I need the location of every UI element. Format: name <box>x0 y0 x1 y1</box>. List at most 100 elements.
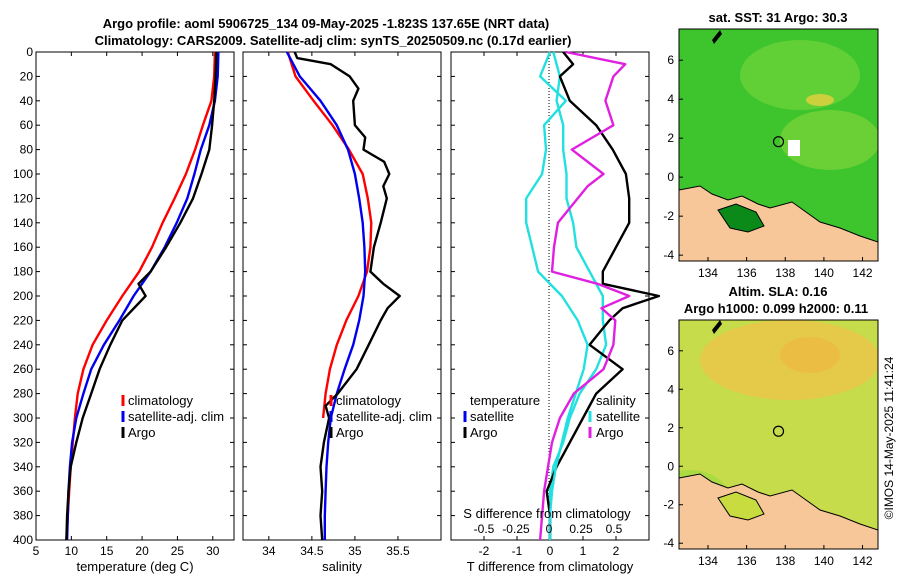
sla-map-subtitle: Argo h1000: 0.099 h2000: 0.11 <box>684 301 868 316</box>
legend-label: Argo <box>128 425 155 440</box>
x-tick-label: 0 <box>547 544 554 558</box>
sst-missing-data <box>788 140 800 156</box>
sla-island <box>717 491 765 521</box>
x-tick-label: 15 <box>100 544 114 558</box>
sst-map: sat. SST: 31 Argo: 30.3 134 136 138 140 142 6… <box>663 10 879 280</box>
difference-axes-frame <box>450 51 650 541</box>
x-tick-label: 5 <box>33 544 40 558</box>
difference-legend: temperature salinitysatelliteArgosatellit… <box>463 393 640 440</box>
y-tick-label: 400 <box>13 533 33 547</box>
map-x-tick-label: 142 <box>853 266 873 280</box>
credit-text: ©IMOS 14-May-2025 11:41:24 <box>882 356 896 519</box>
y-tick-label: 300 <box>13 411 33 425</box>
sst-map-frame <box>678 28 879 262</box>
s-tick-label: 0.5 <box>606 522 623 536</box>
legend-label: climatology <box>336 393 402 408</box>
s-tick-label: 0 <box>546 522 553 536</box>
y-tick-label: 220 <box>13 313 33 327</box>
title-line-1: Argo profile: aoml 5906725_134 09-May-20… <box>103 16 550 31</box>
salinity-panel: 34 34.5 35 35.5 salinity climatologysatelli… <box>242 51 442 574</box>
y-tick-label: 20 <box>20 69 34 83</box>
difference-panel: -2 -1 0 1 2 S difference from climatology -0… <box>450 50 661 574</box>
series-line-satellite-adj-clim <box>65 51 220 541</box>
sst-map-title: sat. SST: 31 Argo: 30.3 <box>709 10 848 25</box>
sla-map: Altim. SLA: 0.16 Argo h1000: 0.099 h2000… <box>663 284 879 568</box>
title-line-2: Climatology: CARS2009. Satellite-adj cli… <box>95 33 572 48</box>
series-line-s-argo <box>538 50 631 541</box>
map-x-tick-label: 142 <box>853 554 873 568</box>
sst-island <box>712 30 722 44</box>
legend-label: Argo <box>336 425 363 440</box>
legend-label: satellite <box>470 409 514 424</box>
series-line-satellite-adj-clim <box>285 51 367 540</box>
map-x-tick-label: 134 <box>698 266 718 280</box>
sst-land <box>679 185 878 261</box>
salinity-axes-frame <box>242 51 442 541</box>
s-tick-label: -0.5 <box>474 522 495 536</box>
salinity-xlabel: salinity <box>322 559 362 574</box>
sla-island <box>712 320 722 334</box>
x-tick-label: 30 <box>206 544 220 558</box>
series-line-argo <box>65 51 218 541</box>
s-tick-label: 0.25 <box>569 522 593 536</box>
map-y-tick-label: 6 <box>667 344 674 358</box>
y-tick-label: 80 <box>20 143 34 157</box>
legend-title-salinity: salinity <box>596 393 636 408</box>
x-tick-label: 35.5 <box>386 544 410 558</box>
x-tick-label: 10 <box>65 544 79 558</box>
y-tick-label: 380 <box>13 509 33 523</box>
y-tick-label: 180 <box>13 265 33 279</box>
map-x-tick-label: 140 <box>814 554 834 568</box>
map-y-tick-label: -4 <box>663 536 674 550</box>
legend-label: satellite-adj. clim <box>128 409 224 424</box>
s-difference-label: S difference from climatology <box>463 506 631 521</box>
map-x-tick-label: 134 <box>698 554 718 568</box>
map-x-tick-label: 140 <box>814 266 834 280</box>
sla-map-title: Altim. SLA: 0.16 <box>729 284 828 299</box>
map-y-tick-label: 4 <box>667 92 674 106</box>
x-tick-label: 1 <box>580 544 587 558</box>
legend-label: Argo <box>470 425 497 440</box>
s-tick-label: -0.25 <box>502 522 530 536</box>
series-line-argo <box>293 51 401 541</box>
y-tick-label: 140 <box>13 216 33 230</box>
x-tick-label: 34.5 <box>300 544 324 558</box>
x-tick-label: 20 <box>135 544 149 558</box>
map-y-tick-label: 2 <box>667 131 674 145</box>
legend-label: Argo <box>596 425 623 440</box>
y-tick-label: 360 <box>13 484 33 498</box>
y-tick-label: 0 <box>26 45 33 59</box>
x-tick-label: 2 <box>613 544 620 558</box>
map-y-tick-label: -4 <box>663 248 674 262</box>
legend-label: satellite <box>596 409 640 424</box>
legend-label: climatology <box>128 393 194 408</box>
legend-label: satellite-adj. clim <box>336 409 432 424</box>
x-tick-label: -2 <box>479 544 490 558</box>
map-y-tick-label: -2 <box>663 498 674 512</box>
y-tick-label: 200 <box>13 289 33 303</box>
x-tick-label: -1 <box>512 544 523 558</box>
map-y-tick-label: 0 <box>667 170 674 184</box>
map-x-tick-label: 136 <box>737 266 757 280</box>
series-line-s-satellite <box>525 51 589 540</box>
map-x-tick-label: 138 <box>775 554 795 568</box>
x-tick-label: 35 <box>348 544 362 558</box>
x-tick-label: 25 <box>171 544 185 558</box>
series-line-t-satellite <box>548 51 608 540</box>
x-tick-label: 34 <box>262 544 276 558</box>
sst-warm-patch <box>740 40 860 110</box>
sla-map-frame <box>678 319 879 550</box>
sst-warm-patch <box>780 110 878 170</box>
sla-high-patch <box>780 337 840 373</box>
temperature-panel: 0 20 40 60 80 100 120 140 160 180 200 220 240 260 280 3… <box>13 45 235 574</box>
y-tick-label: 320 <box>13 435 33 449</box>
y-tick-label: 60 <box>20 118 34 132</box>
y-tick-label: 260 <box>13 362 33 376</box>
y-tick-label: 120 <box>13 191 33 205</box>
map-y-tick-label: 6 <box>667 53 674 67</box>
sla-land <box>679 473 878 549</box>
map-x-tick-label: 136 <box>737 554 757 568</box>
map-y-tick-label: 2 <box>667 421 674 435</box>
